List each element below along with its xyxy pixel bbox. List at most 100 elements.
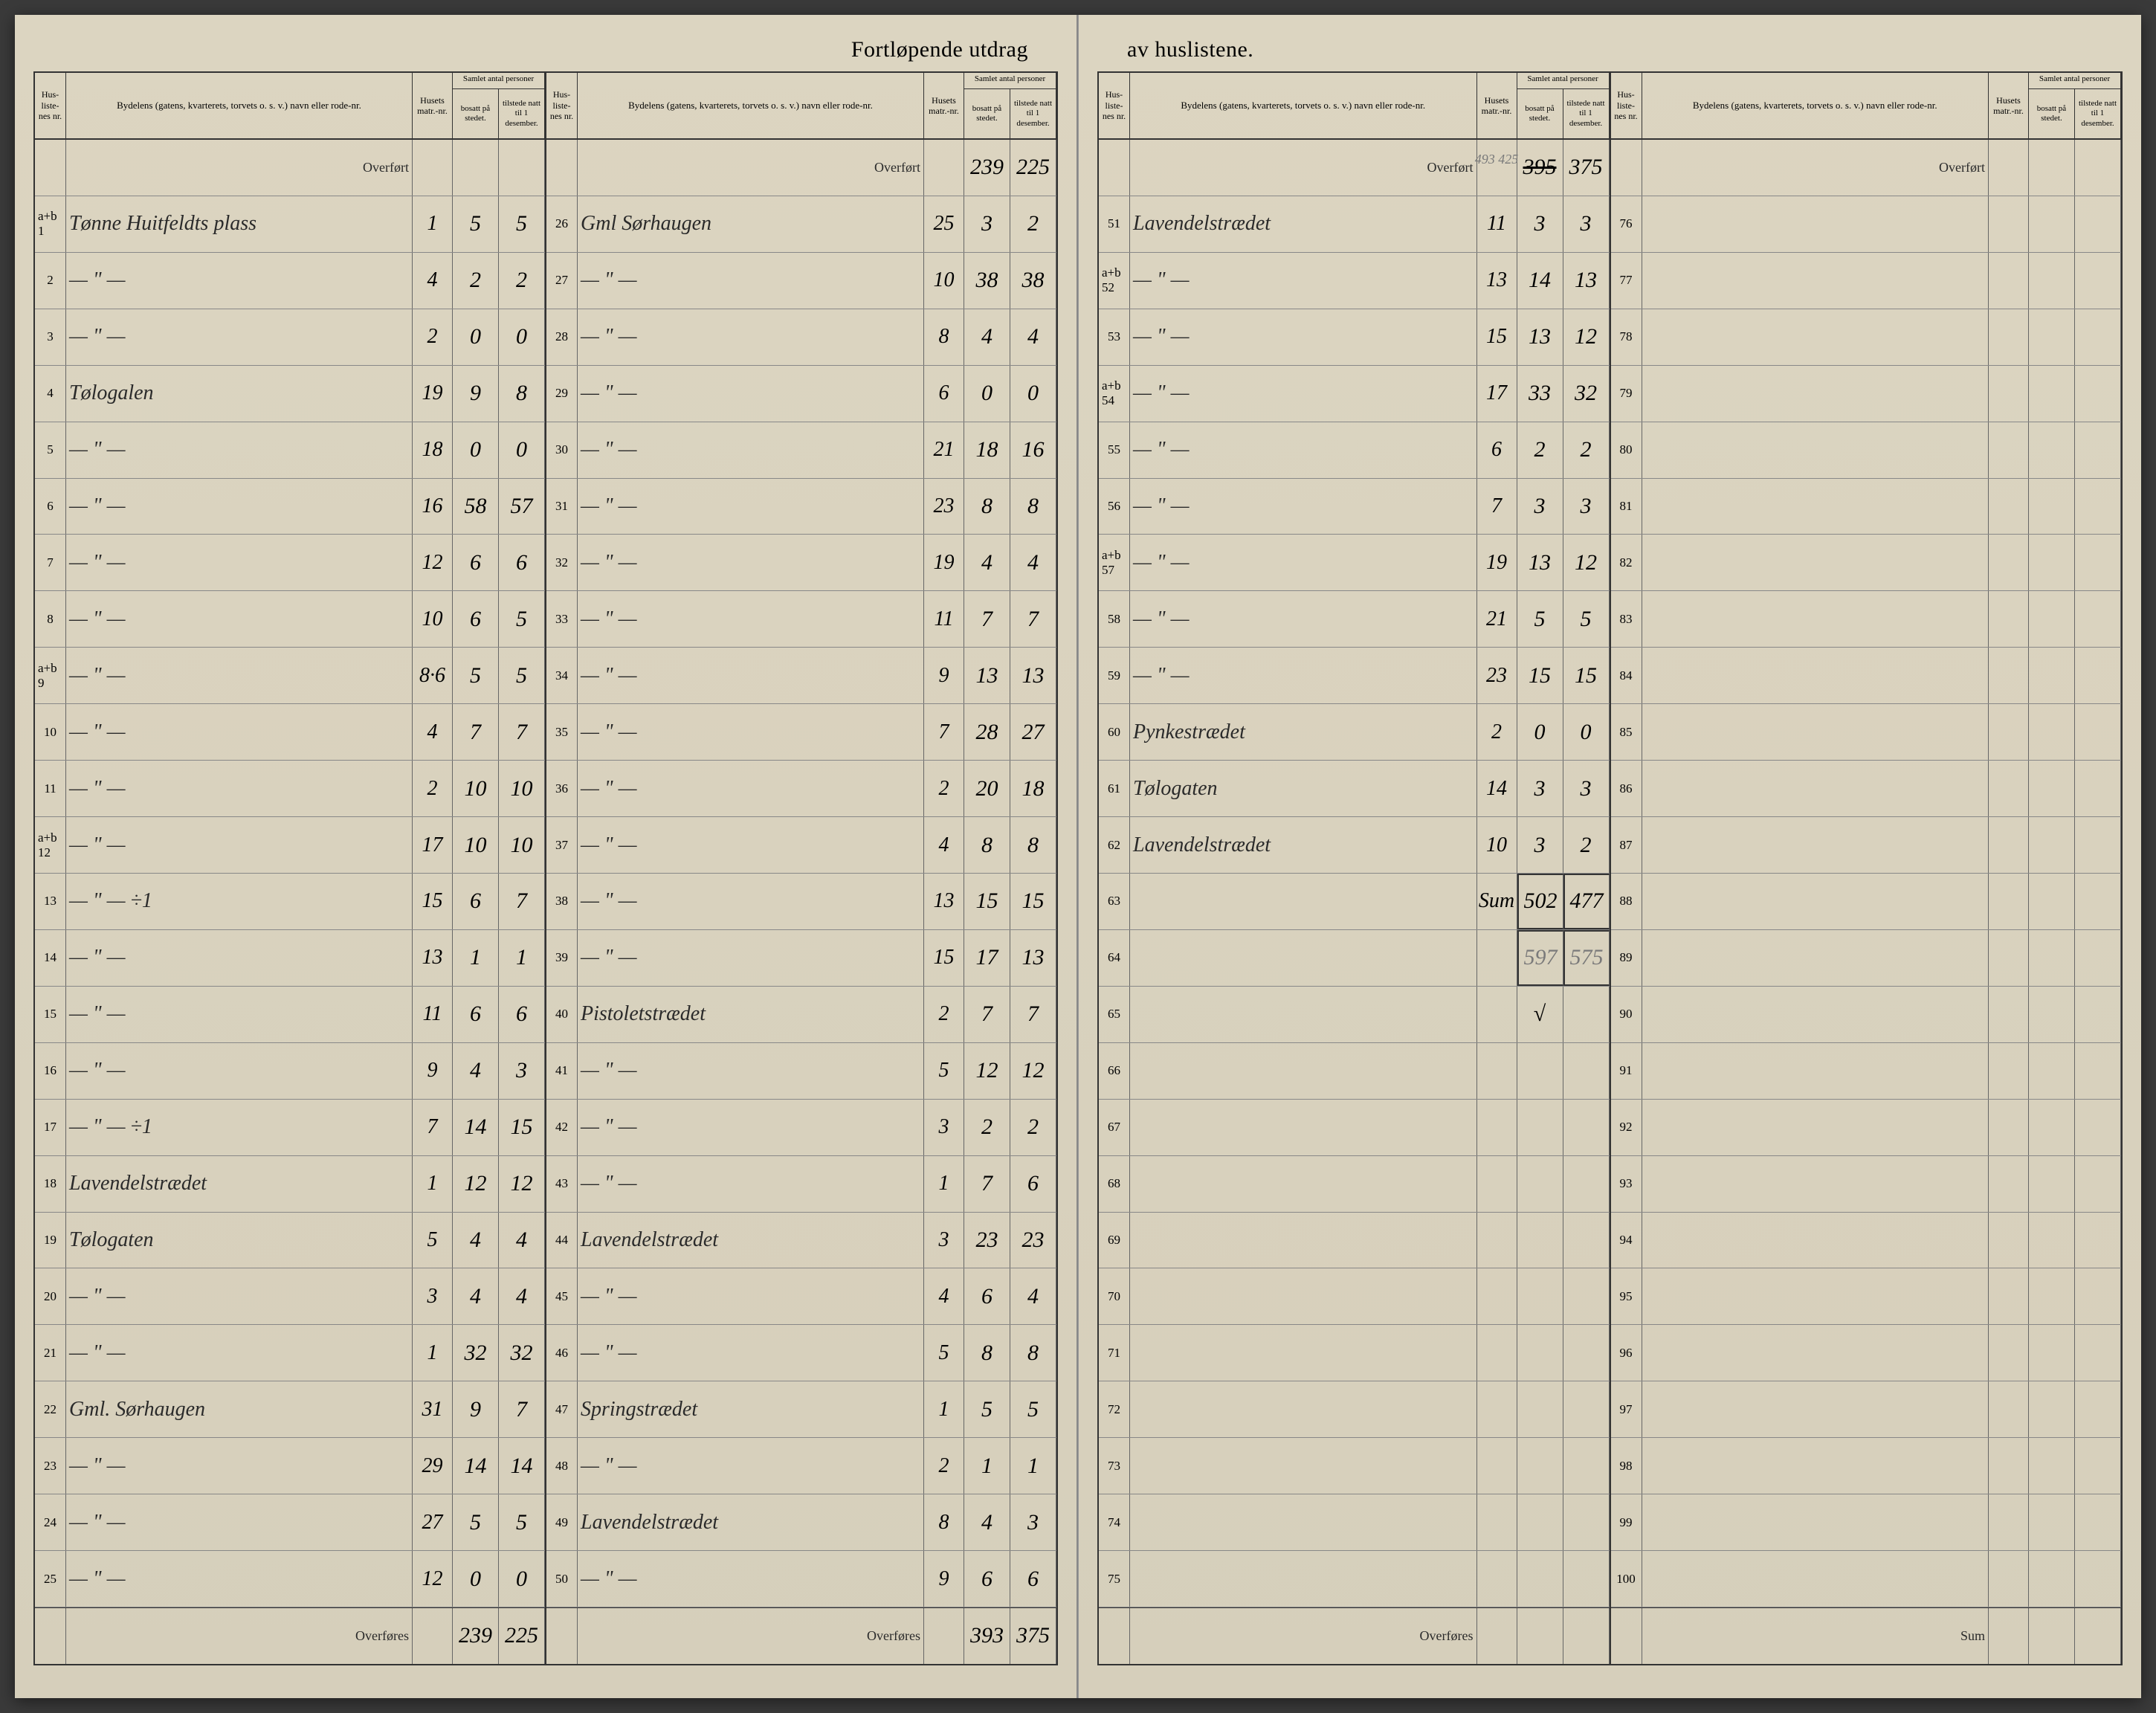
- row-bosatt: [2029, 1213, 2075, 1268]
- overfort-nr: [1099, 140, 1130, 196]
- row-nr: 3: [35, 309, 66, 365]
- row-matr: 3: [924, 1213, 964, 1268]
- row-matr: 9: [924, 1551, 964, 1607]
- row-bosatt: 6: [453, 874, 499, 929]
- row-bosatt: 33: [1517, 366, 1563, 422]
- table-row: 88: [1611, 874, 2122, 930]
- row-bydel: — " —: [578, 309, 924, 365]
- row-matr: 15: [1477, 309, 1517, 365]
- row-bydel: — " —: [66, 253, 413, 309]
- table-row: 19 Tølogaten 5 4 4: [35, 1213, 545, 1269]
- row-bydel: — " —: [1130, 422, 1477, 478]
- row-matr: [1989, 1268, 2029, 1324]
- row-matr: 10: [1477, 817, 1517, 873]
- table-row: a+b 52 — " — 13 14 13: [1099, 253, 1610, 309]
- row-tilstede: 3: [1563, 196, 1610, 252]
- panel-header: Hus-liste-nes nr. Bydelens (gatens, kvar…: [1099, 71, 1610, 140]
- row-nr: 13: [35, 874, 66, 929]
- table-row: 59 — " — 23 15 15: [1099, 648, 1610, 704]
- row-bosatt: 0: [453, 1551, 499, 1607]
- row-bosatt: [2029, 479, 2075, 535]
- row-bydel: [1642, 1325, 1989, 1381]
- row-bosatt: 10: [453, 761, 499, 816]
- overfort-label: Overført: [1642, 140, 1989, 196]
- row-bydel: — " —: [66, 591, 413, 647]
- row-bydel: — " —: [578, 422, 924, 478]
- row-nr: 93: [1611, 1156, 1642, 1212]
- table-row: 37 — " — 4 8 8: [546, 817, 1056, 874]
- row-bosatt: [2029, 1043, 2075, 1099]
- row-tilstede: 13: [1010, 648, 1056, 703]
- overfort-tilstede: 225: [1010, 140, 1056, 196]
- right-columns: Hus-liste-nes nr. Bydelens (gatens, kvar…: [1097, 71, 2123, 1665]
- row-tilstede: 15: [1563, 648, 1610, 703]
- header-antal: Samlet antal personer bosatt på stedet. …: [964, 73, 1056, 138]
- row-bydel: [1130, 874, 1477, 929]
- row-bydel: Tønne Huitfeldts plass: [66, 196, 413, 252]
- overfort-label: Overført: [66, 140, 413, 196]
- row-nr: 60: [1099, 704, 1130, 760]
- row-tilstede: 7: [499, 704, 545, 760]
- row-bydel: [1642, 1551, 1989, 1607]
- row-nr: 31: [546, 479, 578, 535]
- row-matr: 12: [413, 1551, 453, 1607]
- footer-label: Overføres: [578, 1608, 924, 1664]
- row-bosatt: 2: [964, 1100, 1010, 1155]
- row-bydel: — " — ÷1: [66, 1100, 413, 1155]
- row-matr: 1: [413, 1325, 453, 1381]
- left-columns: Hus-liste-nes nr. Bydelens (gatens, kvar…: [33, 71, 1058, 1665]
- table-row: 16 — " — 9 4 3: [35, 1043, 545, 1100]
- table-row: 26 Gml Sørhaugen 25 3 2: [546, 196, 1056, 253]
- row-bydel: [1130, 1438, 1477, 1494]
- row-matr: 2: [924, 987, 964, 1042]
- row-bosatt: [2029, 1100, 2075, 1155]
- overfort-nr: [1611, 140, 1642, 196]
- row-tilstede: 2: [1010, 1100, 1056, 1155]
- row-nr: 20: [35, 1268, 66, 1324]
- row-nr: 46: [546, 1325, 578, 1381]
- row-tilstede: 8: [1010, 1325, 1056, 1381]
- row-matr: [1477, 1438, 1517, 1494]
- panel-header: Hus-liste-nes nr. Bydelens (gatens, kvar…: [35, 71, 545, 140]
- row-bosatt: 14: [453, 1100, 499, 1155]
- row-bydel: [1642, 422, 1989, 478]
- row-tilstede: 6: [1010, 1551, 1056, 1607]
- row-nr: 98: [1611, 1438, 1642, 1494]
- row-nr: 66: [1099, 1043, 1130, 1099]
- row-tilstede: 13: [1563, 253, 1610, 309]
- overfort-nr: [546, 140, 578, 196]
- row-tilstede: [2075, 479, 2121, 535]
- row-tilstede: 12: [1563, 535, 1610, 590]
- row-nr: 68: [1099, 1156, 1130, 1212]
- table-row: 92: [1611, 1100, 2122, 1156]
- row-bosatt: [2029, 648, 2075, 703]
- row-nr: 23: [35, 1438, 66, 1494]
- row-bydel: — " —: [578, 648, 924, 703]
- row-bosatt: 12: [964, 1043, 1010, 1099]
- table-row: 4 Tølogalen 19 9 8: [35, 366, 545, 422]
- footer-tilstede: 375: [1010, 1608, 1056, 1664]
- row-nr: 99: [1611, 1494, 1642, 1550]
- table-row: 51 Lavendelstrædet 11 3 3: [1099, 196, 1610, 253]
- header-tilstede: tilstede natt til 1 desember.: [1563, 89, 1609, 138]
- row-bydel: Tølogalen: [66, 366, 413, 422]
- table-row: 15 — " — 11 6 6: [35, 987, 545, 1043]
- row-bydel: [1130, 1268, 1477, 1324]
- row-tilstede: [1563, 1438, 1610, 1494]
- row-bydel: — " —: [1130, 366, 1477, 422]
- row-bydel: [1642, 1156, 1989, 1212]
- row-nr: 27: [546, 253, 578, 309]
- table-row: 60 Pynkestrædet 2 0 0: [1099, 704, 1610, 761]
- row-nr: 22: [35, 1381, 66, 1437]
- table-row: 13 — " — ÷1 15 6 7: [35, 874, 545, 930]
- row-bosatt: 17: [964, 930, 1010, 986]
- row-tilstede: 7: [1010, 987, 1056, 1042]
- row-bydel: — " —: [66, 1268, 413, 1324]
- table-row: 48 — " — 2 1 1: [546, 1438, 1056, 1494]
- row-tilstede: 477: [1563, 874, 1610, 929]
- row-tilstede: 7: [1010, 591, 1056, 647]
- overfort-tilstede: 375: [1563, 140, 1610, 196]
- row-bosatt: 15: [1517, 648, 1563, 703]
- row-nr: 88: [1611, 874, 1642, 929]
- row-matr: [1989, 1100, 2029, 1155]
